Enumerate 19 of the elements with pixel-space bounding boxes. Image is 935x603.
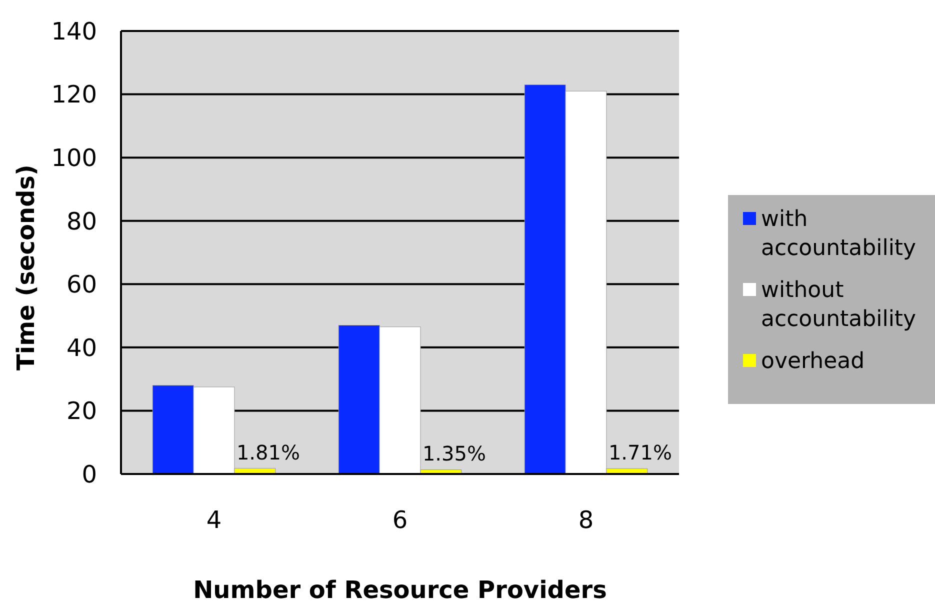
data-label: 1.35%	[422, 442, 486, 466]
y-axis-title: Time (seconds)	[12, 164, 40, 371]
data-label: 1.81%	[236, 440, 300, 464]
y-tick-label: 0	[82, 460, 97, 488]
x-tick-label: 6	[392, 506, 408, 534]
legend-label: with accountability	[761, 207, 916, 261]
legend-label: overhead	[761, 349, 865, 374]
x-tick-label: 8	[578, 506, 594, 534]
y-tick-label: 140	[51, 17, 97, 46]
y-tick-label: 40	[66, 334, 97, 362]
x-axis-title: Number of Resource Providers	[193, 576, 607, 603]
y-tick-label: 20	[66, 397, 97, 426]
data-label: 1.71%	[608, 440, 672, 465]
legend-label: without accountability	[761, 278, 916, 332]
x-tick-label: 4	[206, 506, 222, 534]
y-tick-label: 120	[51, 80, 97, 109]
y-tick-label: 60	[66, 270, 97, 299]
y-tick-label: 80	[66, 207, 97, 236]
y-tick-label: 100	[51, 144, 97, 172]
